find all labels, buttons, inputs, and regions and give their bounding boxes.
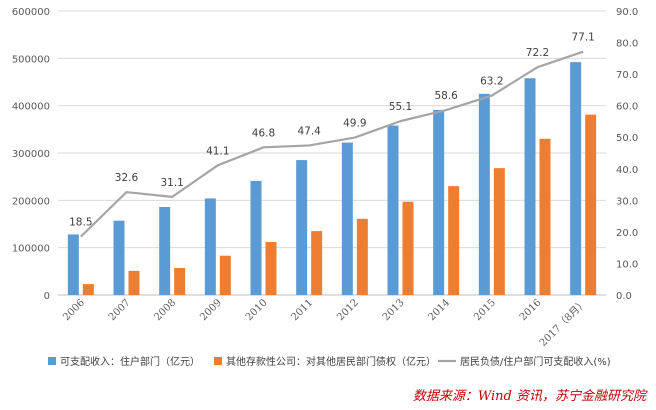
bar-debt bbox=[128, 270, 140, 295]
right-axis: 0.0 10.0 20.0 30.0 40.0 50.0 60.0 70.0 80.0 90.0 bbox=[616, 7, 638, 302]
left-tick-label: 100000 bbox=[12, 244, 50, 255]
ratio-data-label: 63.2 bbox=[480, 76, 503, 88]
bar-income bbox=[341, 142, 353, 295]
bar-debt bbox=[174, 268, 186, 295]
legend-swatch bbox=[48, 357, 56, 365]
right-tick-label: 0.0 bbox=[616, 291, 632, 302]
legend-label: 居民负债/住户部门可支配收入(%) bbox=[460, 355, 611, 368]
bar-debt bbox=[311, 231, 323, 295]
bar-income bbox=[67, 234, 79, 295]
bar-debt bbox=[356, 218, 368, 295]
x-tick-label: 2011 bbox=[290, 297, 316, 323]
bar-debt bbox=[493, 168, 505, 295]
right-tick-label: 20.0 bbox=[616, 228, 638, 239]
gridlines bbox=[58, 10, 606, 296]
x-tick-label: 2006 bbox=[61, 297, 87, 323]
bar-income bbox=[524, 78, 536, 295]
right-tick-label: 50.0 bbox=[616, 133, 638, 144]
bar-debt bbox=[448, 186, 460, 295]
bar-debt bbox=[82, 284, 94, 295]
bar-income bbox=[250, 180, 262, 295]
ratio-data-label: 77.1 bbox=[571, 32, 594, 44]
bar-income bbox=[296, 160, 308, 295]
line-series: 18.5 32.6 31.1 41.1 46.8 47.4 49.9 55.1 58.6 63.2… bbox=[69, 32, 595, 238]
right-tick-label: 80.0 bbox=[616, 39, 638, 50]
x-tick-label: 2009 bbox=[198, 297, 224, 323]
ratio-data-label: 31.1 bbox=[160, 177, 183, 189]
right-tick-label: 30.0 bbox=[616, 196, 638, 207]
legend: 可支配收入：住户部门（亿元） 其他存款性公司：对其他居民部门债权（亿元） 居民负债/… bbox=[48, 355, 611, 368]
bar-debt bbox=[219, 255, 231, 295]
x-axis: 2006 2007 2008 2009 2010 2011 2012 2013 2014 2015… bbox=[61, 297, 589, 349]
ratio-data-label: 49.9 bbox=[343, 118, 366, 130]
right-tick-label: 70.0 bbox=[616, 70, 638, 81]
left-tick-label: 0 bbox=[44, 291, 50, 302]
bar-income bbox=[387, 125, 399, 296]
left-tick-label: 400000 bbox=[12, 102, 50, 113]
ratio-data-label: 55.1 bbox=[389, 101, 412, 113]
x-tick-label: 2007 bbox=[107, 297, 133, 323]
left-axis: 0 100000 200000 300000 400000 500000 600000 bbox=[12, 7, 50, 302]
left-tick-label: 500000 bbox=[12, 54, 50, 65]
bar-income bbox=[478, 93, 490, 295]
ratio-data-label: 32.6 bbox=[115, 172, 139, 184]
x-tick-label: 2016 bbox=[518, 297, 544, 323]
right-tick-label: 90.0 bbox=[616, 7, 638, 18]
bar-debt bbox=[585, 114, 597, 295]
ratio-data-label: 47.4 bbox=[297, 125, 321, 137]
left-tick-label: 600000 bbox=[12, 7, 50, 18]
legend-label: 可支配收入：住户部门（亿元） bbox=[60, 355, 200, 368]
x-tick-label: 2012 bbox=[335, 297, 361, 323]
x-tick-label: 2008 bbox=[153, 297, 179, 323]
x-tick-label: 2015 bbox=[472, 297, 498, 323]
x-tick-label: 2014 bbox=[427, 297, 453, 323]
x-tick-label: 2013 bbox=[381, 297, 407, 323]
x-tick-label: 2010 bbox=[244, 297, 270, 323]
ratio-data-label: 41.1 bbox=[206, 145, 229, 157]
legend-label: 其他存款性公司：对其他居民部门债权（亿元） bbox=[226, 355, 436, 368]
ratio-data-label: 58.6 bbox=[434, 90, 458, 102]
bar-debt bbox=[265, 241, 277, 295]
bar-income bbox=[204, 198, 216, 295]
left-tick-label: 300000 bbox=[12, 149, 50, 160]
bar-debt bbox=[539, 138, 551, 295]
bar-income bbox=[113, 220, 125, 295]
ratio-data-label: 72.2 bbox=[526, 47, 549, 59]
source-note: 数据来源：Wind 资讯，苏宁金融研究院 bbox=[412, 389, 646, 404]
ratio-data-label: 18.5 bbox=[69, 217, 92, 229]
bar-series bbox=[67, 62, 597, 296]
right-tick-label: 40.0 bbox=[616, 165, 638, 176]
bar-income bbox=[570, 62, 582, 296]
ratio-data-label: 46.8 bbox=[252, 127, 275, 139]
ratio-line bbox=[80, 50, 584, 238]
legend-swatch bbox=[214, 357, 222, 365]
bar-income bbox=[159, 206, 171, 295]
bar-income bbox=[433, 109, 445, 295]
left-tick-label: 200000 bbox=[12, 196, 50, 207]
bar-debt bbox=[402, 201, 414, 295]
x-tick-label: 2017（8月） bbox=[537, 297, 589, 349]
right-tick-label: 10.0 bbox=[616, 259, 638, 270]
right-tick-label: 60.0 bbox=[616, 102, 638, 113]
